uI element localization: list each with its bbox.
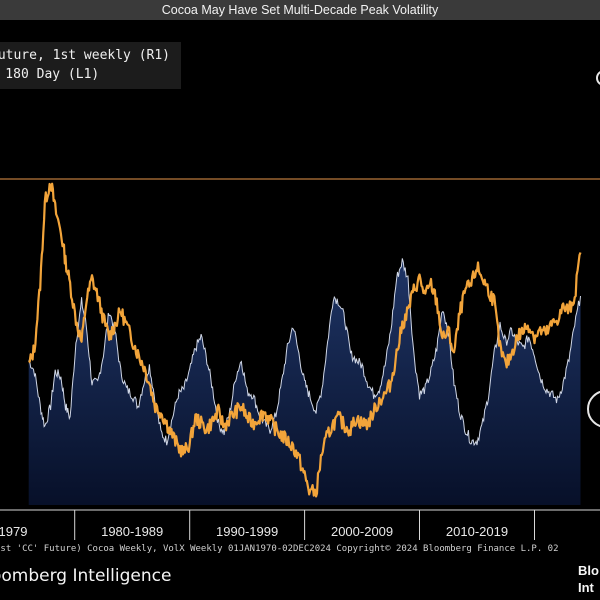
legend-entry-volatility: ity 180 Day (L1)	[0, 67, 100, 82]
brand-right-line2: Int	[578, 580, 594, 595]
x-tick-label: 1979	[0, 524, 28, 539]
chart-title: Cocoa May Have Set Multi-Decade Peak Vol…	[0, 0, 600, 20]
source-note: 1st 'CC' Future) Cocoa Weekly, VolX Week…	[0, 544, 559, 554]
volatility-area	[28, 258, 581, 505]
price-series-line	[28, 182, 582, 498]
brand-right-line1: Blo	[578, 563, 599, 578]
legend-entry-price: future, 1st weekly (R1)	[0, 48, 171, 63]
chart-legend: future, 1st weekly (R1) ity 180 Day (L1)	[0, 42, 181, 89]
brand-label-right: Blo Int	[578, 562, 599, 596]
volatility-series-line	[28, 258, 581, 447]
x-tick-label: 2010-2019	[445, 524, 509, 539]
x-tick-label: 1990-1999	[216, 524, 279, 539]
highlight-circle	[587, 390, 600, 428]
x-tick-label: 2000-2009	[330, 524, 394, 539]
brand-label: oomberg Intelligence	[0, 566, 172, 586]
x-tick-label: 1980-1989	[101, 524, 164, 539]
